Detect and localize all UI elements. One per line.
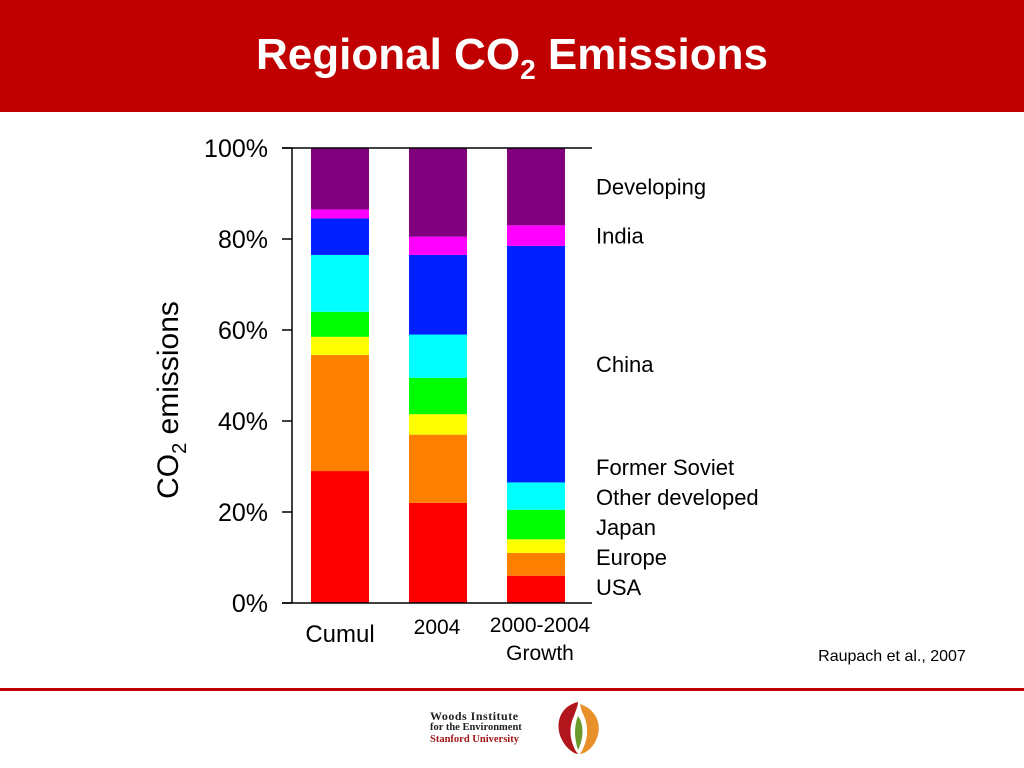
stacked-bar-chart: 0% 20% 40% 60% 80% 100% Developing India China F… [152,135,759,648]
category-label-growth: 2000-2004 Growth [489,614,591,665]
bar-segment-other-developed-2 [507,482,565,510]
y-tick-label: 80% [218,226,268,254]
bar-segment-former-soviet-2 [507,509,565,540]
y-tick-label: 60% [218,317,268,345]
bar-segment-usa-1 [409,502,467,603]
bar-segment-europe-2 [507,552,565,576]
slide-title: Regional CO2 Emissions [256,30,768,85]
bar-segment-japan-1 [409,414,467,435]
bar-segment-former-soviet-0 [311,311,369,337]
legend-label-china: China [596,352,654,377]
bar-segment-europe-1 [409,434,467,503]
logo-line-2: for the Environment [430,722,522,733]
bar-segment-former-soviet-1 [409,377,467,415]
y-tick-label: 100% [204,135,268,163]
woods-institute-logo-text: Woods Institute for the Environment Stan… [430,710,540,746]
bar-segment-china-2 [507,245,565,483]
y-tick-label: 40% [218,408,268,436]
category-label-2004: 2004 [413,616,461,639]
legend-label-india: India [596,224,644,249]
category-label-cumul: Cumul [305,621,374,648]
y-tick-label: 20% [218,499,268,527]
woods-institute-leaf-icon [558,702,599,754]
bar-segment-other-developed-1 [409,334,467,378]
bar-segment-india-0 [311,209,369,219]
footer-divider [0,688,1024,691]
bar-segment-usa-0 [311,471,369,603]
legend-label-usa: USA [596,575,642,600]
bar-segment-europe-0 [311,355,369,472]
legend-label-other-developed: Other developed [596,485,759,510]
bar-segment-usa-2 [507,575,565,603]
legend-label-japan: Japan [596,515,656,540]
legend-label-former-soviet: Former Soviet [596,455,734,480]
legend-label-europe: Europe [596,545,667,570]
citation: Raupach et al., 2007 [818,648,966,665]
bar-segment-japan-2 [507,539,565,553]
title-bar: Regional CO2 Emissions [0,0,1024,112]
bar-segment-other-developed-0 [311,254,369,312]
bar-segment-developing-0 [311,148,369,210]
bar-segment-developing-2 [507,148,565,226]
bar-segment-china-1 [409,254,467,335]
legend-label-developing: Developing [596,175,706,200]
bar-segment-india-1 [409,236,467,255]
logo-line-3: Stanford University [430,734,519,745]
bar-segment-india-2 [507,225,565,246]
bar-segment-developing-1 [409,148,467,237]
bar-segment-japan-0 [311,336,369,356]
y-tick-label: 0% [232,590,268,618]
y-axis-label: CO2 emissions [152,301,191,499]
bar-segment-china-0 [311,218,369,255]
logo-line-1: Woods Institute [430,709,519,723]
